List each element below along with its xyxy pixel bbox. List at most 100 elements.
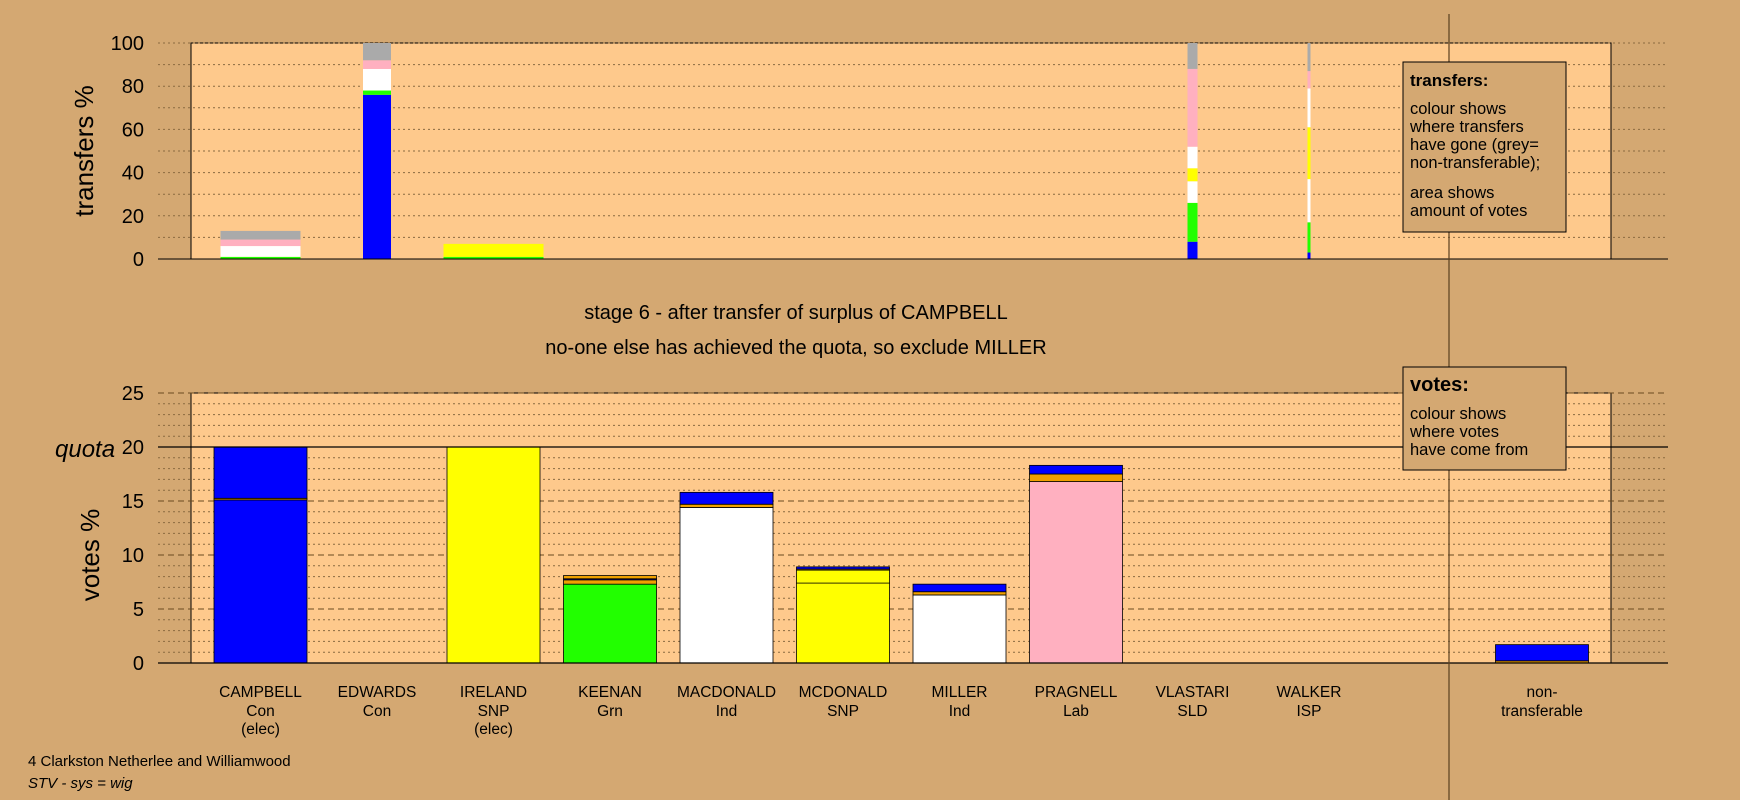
vote-segment: [1029, 464, 1123, 475]
vote-segment: [563, 583, 657, 664]
ward-name: 4 Clarkston Netherlee and Williamwood: [28, 753, 291, 770]
vote-segment: [912, 583, 1007, 593]
transfers-legend-line: area shows: [1410, 184, 1494, 202]
exclusion-heading: no-one else has achieved the quota, so e…: [545, 337, 1046, 359]
transfers-legend-line: have gone (grey=: [1410, 136, 1539, 154]
transfer-segment: [1187, 168, 1198, 182]
votes-bars: [158, 446, 1668, 664]
transfer-segment: [1187, 43, 1198, 69]
quota-label: quota: [55, 436, 115, 463]
transfer-segment: [363, 68, 391, 91]
y-tick-label: 0: [133, 653, 144, 675]
vote-bar-macdonald: [679, 491, 774, 664]
candidate-name: PRAGNELL: [1035, 684, 1118, 701]
vote-segment: [796, 566, 890, 570]
transfer-segment: [1307, 88, 1311, 128]
voting-system: STV - sys = wig: [28, 775, 133, 792]
candidate-party: Con: [246, 703, 274, 720]
candidate-name: IRELAND: [460, 684, 527, 701]
transfers-tick-labels: 0 20 40 60 80 100: [111, 33, 144, 271]
candidate-name: MCDONALD: [799, 684, 888, 701]
vote-bar-nontransferable: [1495, 644, 1589, 664]
transfer-segment: [1307, 252, 1311, 259]
candidate-party: SLD: [1177, 703, 1207, 720]
candidate-name: MILLER: [932, 684, 988, 701]
transfer-segment: [1307, 222, 1311, 253]
candidate-status: (elec): [241, 721, 280, 738]
votes-y-axis-label: votes %: [75, 509, 105, 602]
transfers-legend-box: [1402, 61, 1567, 233]
votes-legend-box: [1402, 366, 1567, 471]
candidate-party: Con: [363, 703, 391, 720]
transfer-segment: [220, 239, 301, 247]
transfers-legend: transfers: colour shows where transfers …: [1402, 61, 1567, 233]
candidate-name: CAMPBELL: [219, 684, 302, 701]
vote-segment: [1495, 644, 1589, 662]
vote-bar-pragnell: [1029, 464, 1123, 664]
vote-segment: [679, 503, 774, 508]
transfer-segment: [1187, 241, 1198, 259]
y-tick-label: 80: [122, 76, 144, 98]
candidate-party: Ind: [949, 703, 971, 720]
vote-segment: [796, 569, 890, 584]
y-tick-label: 100: [111, 33, 144, 55]
transfer-bar-vlastari: [1187, 43, 1198, 259]
transfer-segment: [1307, 127, 1311, 180]
y-tick-label: 0: [133, 249, 144, 271]
transfer-segment: [1187, 202, 1198, 242]
transfer-segment: [363, 43, 391, 61]
vote-bar-miller: [912, 583, 1007, 664]
vote-bar-campbell: [213, 446, 308, 664]
candidate-party: SNP: [478, 703, 510, 720]
stage-heading: stage 6 - after transfer of surplus of C…: [584, 302, 1008, 324]
votes-tick-labels: 0 5 10 15 20 25: [122, 383, 144, 675]
candidate-name: WALKER: [1277, 684, 1342, 701]
votes-legend-line: have come from: [1410, 441, 1528, 459]
transfer-segment: [1187, 68, 1198, 147]
transfer-bar-ireland: [443, 243, 544, 259]
transfer-segment: [363, 60, 391, 69]
votes-legend-title: votes:: [1410, 374, 1469, 396]
y-tick-label: 60: [122, 119, 144, 141]
vote-bar-ireland: [446, 446, 541, 664]
votes-plot-area: [190, 392, 1612, 664]
candidate-party: Ind: [716, 703, 738, 720]
y-tick-label: 20: [122, 206, 144, 228]
y-tick-label: 25: [122, 383, 144, 405]
vote-segment: [796, 582, 890, 664]
candidate-party: SNP: [827, 703, 859, 720]
y-tick-label: 10: [122, 545, 144, 567]
vote-segment: [1029, 481, 1123, 664]
candidate-name: VLASTARI: [1156, 684, 1230, 701]
transfers-legend-line: amount of votes: [1410, 202, 1527, 220]
transfer-segment: [1307, 43, 1311, 72]
transfer-segment: [220, 230, 301, 240]
vote-bar-mcdonald: [796, 566, 890, 664]
transfers-panel: 0 20 40 60 80 100 transfers %: [69, 33, 1668, 271]
vote-segment: [446, 446, 541, 664]
votes-legend-line: colour shows: [1410, 405, 1506, 423]
transfer-segment: [220, 246, 301, 257]
transfer-segment: [1187, 146, 1198, 169]
transfer-segment: [1307, 71, 1311, 89]
transfer-segment: [363, 90, 391, 95]
vote-segment: [1029, 473, 1123, 482]
transfer-segment: [1307, 179, 1311, 223]
vote-segment: [679, 491, 774, 505]
transfer-bar-walker: [1307, 43, 1311, 259]
transfer-segment: [1187, 181, 1198, 203]
transfers-legend-line: where transfers: [1409, 118, 1524, 136]
votes-legend-line: where votes: [1409, 423, 1499, 441]
candidate-name: EDWARDS: [338, 684, 417, 701]
y-tick-label: 15: [122, 491, 144, 513]
vote-segment: [912, 594, 1007, 664]
transfer-segment: [443, 256, 544, 259]
nontransferable-label: transferable: [1501, 703, 1583, 720]
y-tick-label: 40: [122, 163, 144, 185]
transfer-segment: [220, 256, 301, 259]
nontransferable-label: non-: [1526, 684, 1557, 701]
transfers-legend-line: colour shows: [1410, 100, 1506, 118]
transfers-legend-title: transfers:: [1410, 71, 1488, 90]
